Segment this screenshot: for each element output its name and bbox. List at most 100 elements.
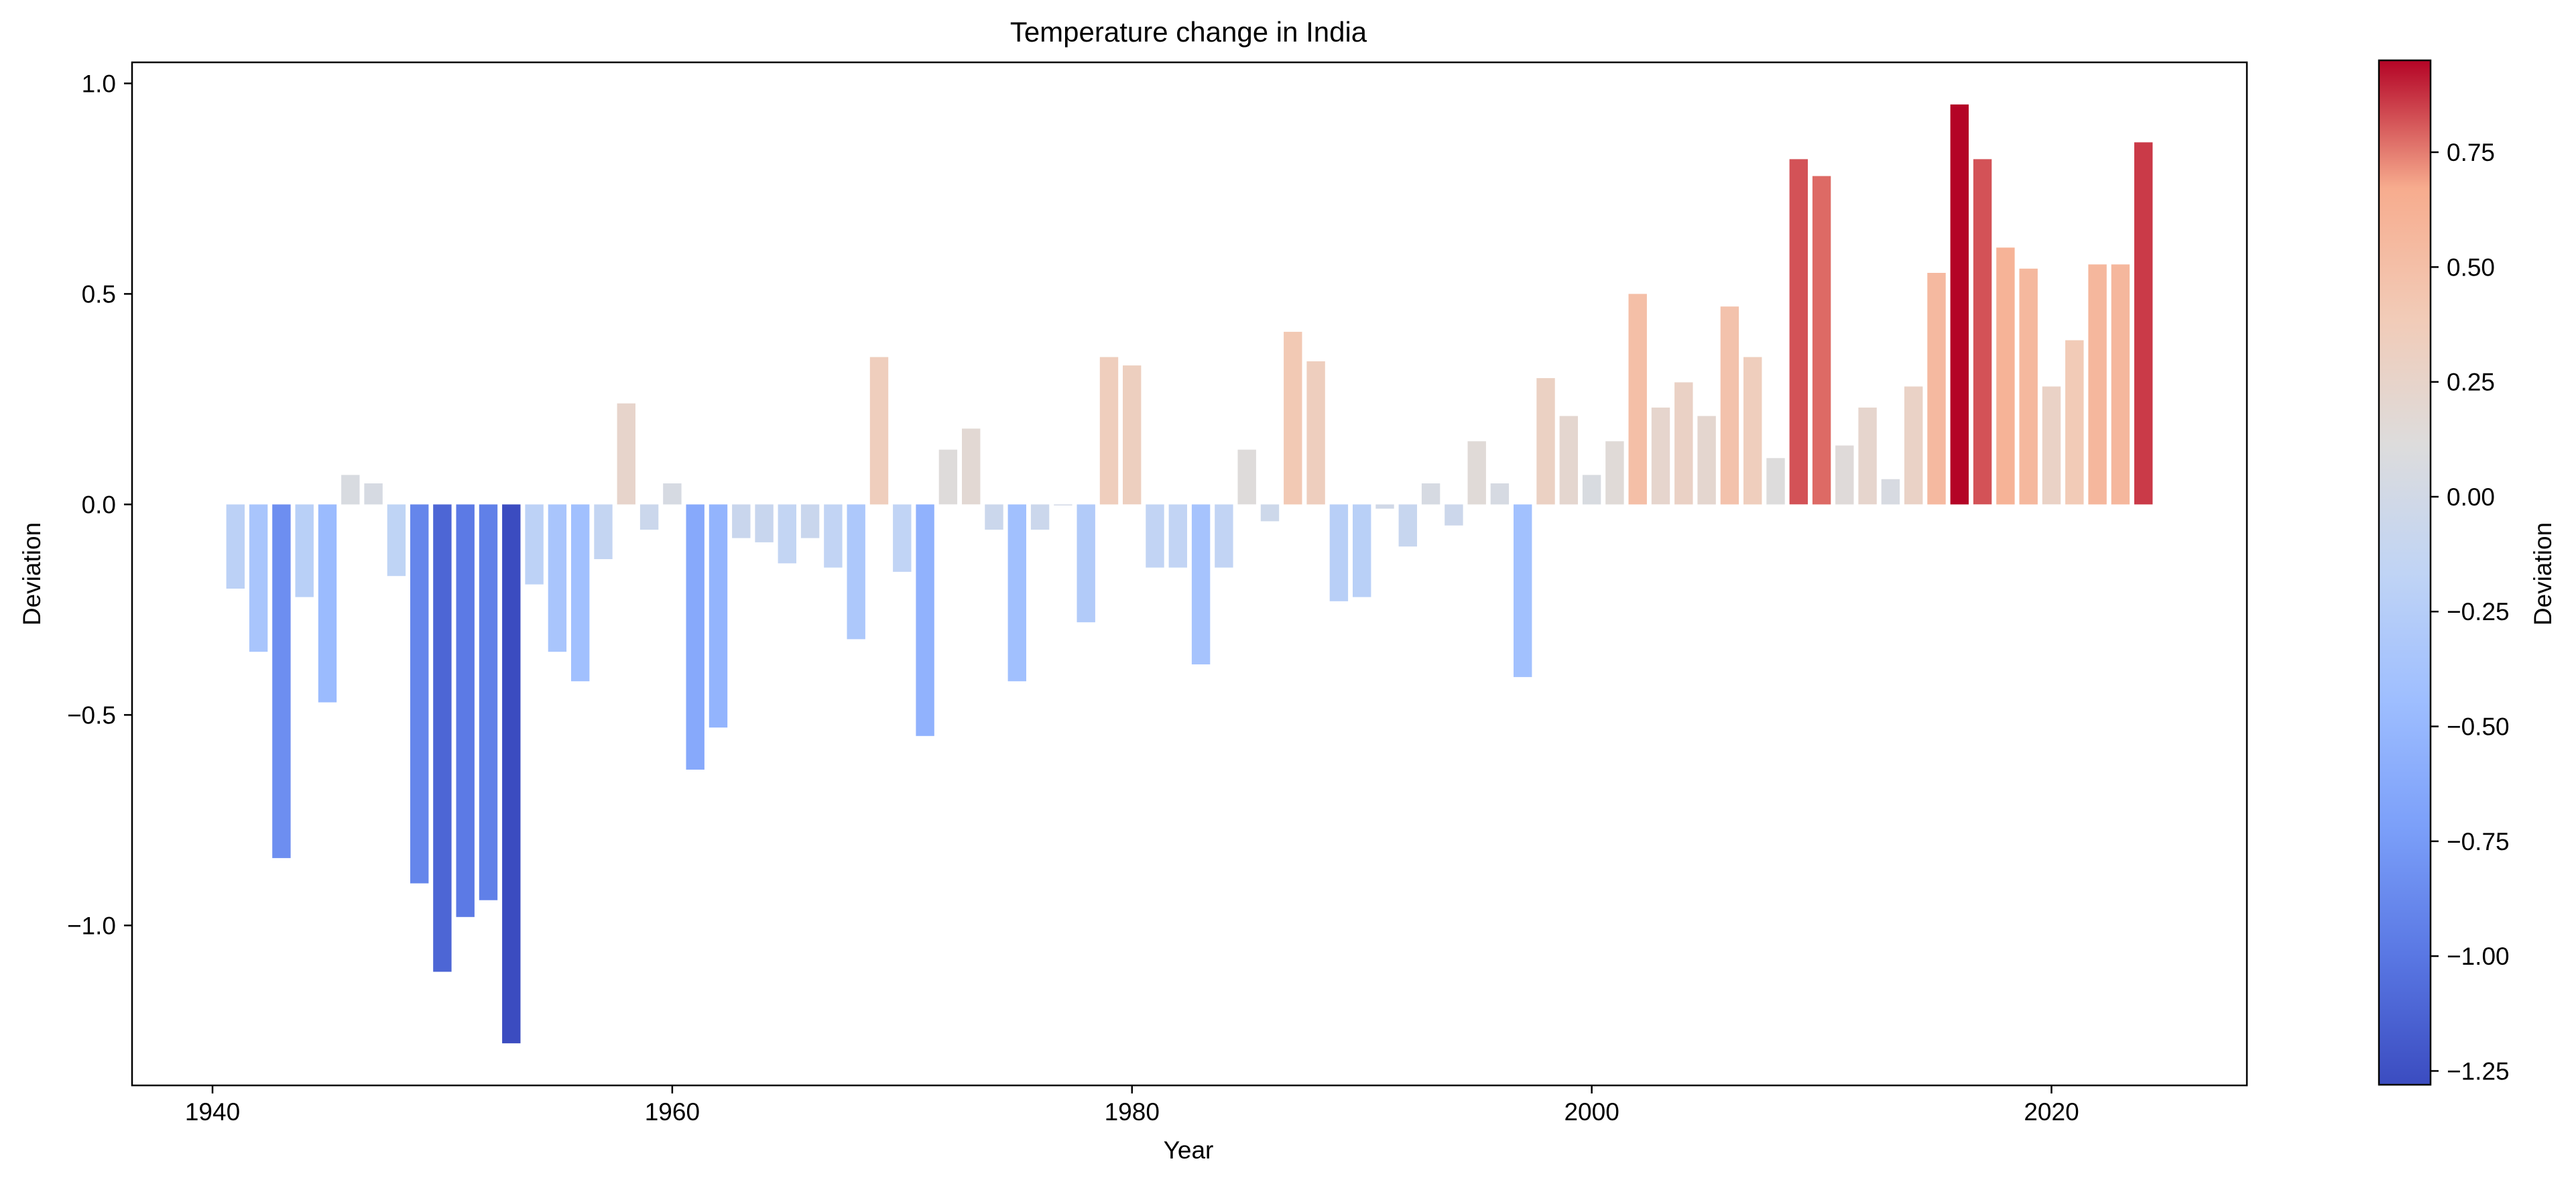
- y-tick-label: −1.0: [67, 912, 116, 939]
- y-tick-label: 0.5: [82, 280, 116, 308]
- bar-1993: [1421, 483, 1440, 505]
- bar-1984: [1215, 504, 1233, 568]
- x-tick-label: 1980: [1105, 1098, 1160, 1126]
- bar-1941: [226, 504, 245, 589]
- colorbar-tick-label: 0.50: [2447, 253, 2495, 281]
- bar-1960: [663, 483, 682, 505]
- bar-2018: [1996, 247, 2015, 505]
- bar-1963: [732, 504, 751, 538]
- colorbar-label: Deviation: [2529, 522, 2557, 626]
- bar-1977: [1054, 504, 1072, 505]
- bar-1992: [1398, 504, 1417, 547]
- x-axis: 1940 1960 1980 2000 2020: [185, 1085, 2079, 1126]
- bar-2012: [1858, 407, 1877, 505]
- bar-1944: [295, 504, 314, 597]
- bar-1978: [1077, 504, 1095, 623]
- bar-2005: [1697, 416, 1716, 505]
- bar-2008: [1766, 458, 1785, 505]
- bar-2007: [1743, 357, 1762, 505]
- bar-1946: [341, 475, 360, 505]
- bar-1961: [686, 504, 704, 770]
- bar-1954: [525, 504, 544, 585]
- x-tick-label: 1940: [185, 1098, 240, 1126]
- bar-1945: [318, 504, 337, 703]
- bar-1975: [1007, 504, 1026, 682]
- colorbar-tick-label: −0.25: [2447, 598, 2510, 626]
- bar-1973: [962, 428, 981, 505]
- bar-2013: [1881, 479, 1900, 505]
- y-axis: 1.0 0.5 0.0 −0.5 −1.0: [67, 70, 132, 939]
- bar-1987: [1284, 331, 1302, 505]
- colorbar-axis: 0.75 0.50 0.25 0.00 −0.25 −0.50 −0.75 −1.00 −1.2…: [2431, 139, 2510, 1085]
- bar-1949: [410, 504, 429, 884]
- bar-1967: [824, 504, 843, 568]
- y-tick-label: −0.5: [67, 701, 116, 729]
- x-tick-label: 2000: [1564, 1098, 1619, 1126]
- bar-2009: [1789, 159, 1808, 505]
- bar-1999: [1559, 416, 1578, 505]
- bar-2022: [2088, 264, 2107, 505]
- bar-1981: [1146, 504, 1164, 568]
- bar-2021: [2065, 340, 2084, 505]
- bar-2019: [2019, 268, 2038, 505]
- bar-1976: [1030, 504, 1050, 530]
- bar-1990: [1353, 504, 1371, 597]
- bar-2006: [1720, 306, 1739, 505]
- bar-1982: [1168, 504, 1187, 568]
- bar-1953: [502, 504, 521, 1044]
- bar-2000: [1582, 475, 1601, 505]
- bar-1972: [938, 449, 958, 505]
- bar-2024: [2134, 142, 2153, 505]
- bar-1968: [847, 504, 865, 640]
- bar-1948: [387, 504, 406, 577]
- colorbar-tick-label: 0.75: [2447, 139, 2495, 166]
- y-tick-label: 0.0: [82, 491, 116, 518]
- bar-1983: [1191, 504, 1211, 664]
- bar-1996: [1490, 483, 1510, 505]
- y-tick-label: 1.0: [82, 70, 116, 97]
- bar-1952: [479, 504, 498, 900]
- plot-frame: [131, 61, 2248, 1087]
- bar-1994: [1445, 504, 1463, 526]
- colorbar-tick-label: −1.25: [2447, 1057, 2510, 1085]
- chart-title: Temperature change in India: [1010, 16, 1367, 48]
- bars-group: [226, 104, 2153, 1044]
- bar-1958: [617, 403, 635, 505]
- bar-1998: [1536, 378, 1555, 505]
- x-axis-label: Year: [1164, 1136, 1214, 1164]
- bar-2015: [1927, 273, 1946, 505]
- bar-2001: [1605, 441, 1624, 505]
- bar-1943: [272, 504, 291, 858]
- x-tick-label: 1960: [645, 1098, 700, 1126]
- bar-2016: [1950, 104, 1969, 505]
- bar-1971: [916, 504, 934, 736]
- bar-2023: [2111, 264, 2130, 505]
- colorbar: [2378, 59, 2432, 1086]
- y-axis-label: Deviation: [18, 522, 46, 626]
- colorbar-tick-label: 0.25: [2447, 369, 2495, 396]
- bar-2017: [1973, 159, 1992, 505]
- bar-1959: [639, 504, 659, 530]
- bar-2002: [1628, 294, 1647, 505]
- bar-1966: [800, 504, 820, 538]
- bar-1947: [364, 483, 383, 505]
- bar-1964: [755, 504, 774, 542]
- bar-2020: [2042, 386, 2061, 505]
- bar-1942: [249, 504, 268, 652]
- colorbar-tick-label: −1.00: [2447, 943, 2510, 970]
- bar-1980: [1123, 365, 1142, 505]
- bar-1979: [1099, 357, 1119, 505]
- bar-1991: [1375, 504, 1394, 509]
- colorbar-tick-label: −0.75: [2447, 828, 2510, 855]
- colorbar-tick-label: −0.50: [2447, 713, 2510, 741]
- x-tick-label: 2020: [2024, 1098, 2079, 1126]
- bar-1969: [869, 357, 889, 505]
- bar-1997: [1514, 504, 1532, 677]
- bar-1957: [594, 504, 613, 559]
- bar-1965: [778, 504, 796, 564]
- bar-2014: [1904, 386, 1923, 505]
- bar-1955: [548, 504, 567, 652]
- bar-1988: [1306, 361, 1325, 505]
